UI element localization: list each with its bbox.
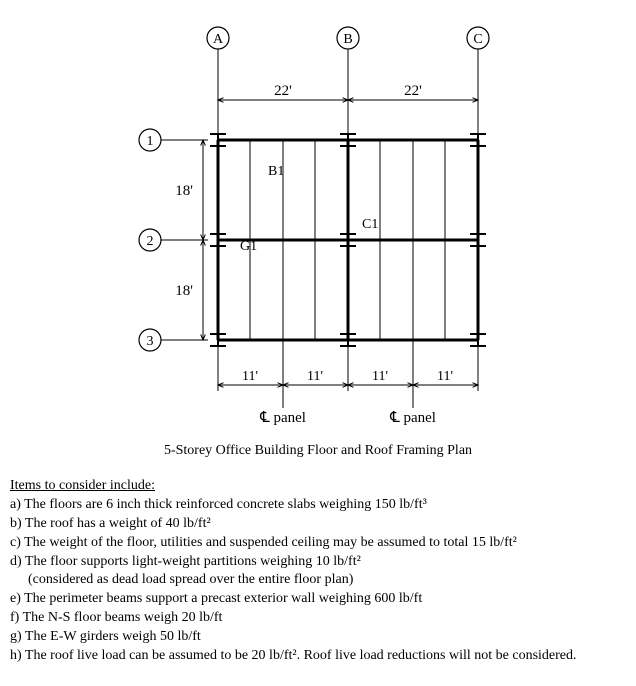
item-d: d) The floor supports light-weight parti… xyxy=(10,553,626,572)
svg-text:B1: B1 xyxy=(268,164,284,179)
svg-text:11': 11' xyxy=(307,369,323,384)
svg-text:1: 1 xyxy=(147,134,154,149)
framing-plan-svg: ABC12322'22'18'18'11'11'11'11'℄ panel℄ p… xyxy=(68,10,568,430)
svg-text:G1: G1 xyxy=(240,239,257,254)
svg-text:11': 11' xyxy=(372,369,388,384)
svg-text:A: A xyxy=(213,32,224,47)
svg-text:C1: C1 xyxy=(362,217,378,232)
svg-text:22': 22' xyxy=(404,83,422,99)
items-heading: Items to consider include: xyxy=(10,477,626,496)
svg-text:℄ panel: ℄ panel xyxy=(389,410,436,426)
figure-caption: 5-Storey Office Building Floor and Roof … xyxy=(10,443,626,459)
svg-text:B: B xyxy=(343,32,352,47)
framing-plan-figure: ABC12322'22'18'18'11'11'11'11'℄ panel℄ p… xyxy=(10,10,626,459)
svg-text:22': 22' xyxy=(274,83,292,99)
item-b: b) The roof has a weight of 40 lb/ft² xyxy=(10,515,626,534)
svg-text:11': 11' xyxy=(242,369,258,384)
item-f: f) The N-S floor beams weigh 20 lb/ft xyxy=(10,609,626,628)
svg-text:11': 11' xyxy=(437,369,453,384)
svg-text:℄ panel: ℄ panel xyxy=(259,410,306,426)
item-e: e) The perimeter beams support a precast… xyxy=(10,590,626,609)
svg-text:2: 2 xyxy=(147,234,154,249)
svg-text:18': 18' xyxy=(175,283,193,299)
items-block: Items to consider include: a) The floors… xyxy=(10,477,626,666)
svg-text:C: C xyxy=(473,32,482,47)
item-a: a) The floors are 6 inch thick reinforce… xyxy=(10,496,626,515)
svg-text:3: 3 xyxy=(147,334,154,349)
item-h: h) The roof live load can be assumed to … xyxy=(10,647,626,666)
item-d-note: (considered as dead load spread over the… xyxy=(28,571,626,590)
svg-text:18': 18' xyxy=(175,183,193,199)
item-g: g) The E-W girders weigh 50 lb/ft xyxy=(10,628,626,647)
item-c: c) The weight of the floor, utilities an… xyxy=(10,534,626,553)
